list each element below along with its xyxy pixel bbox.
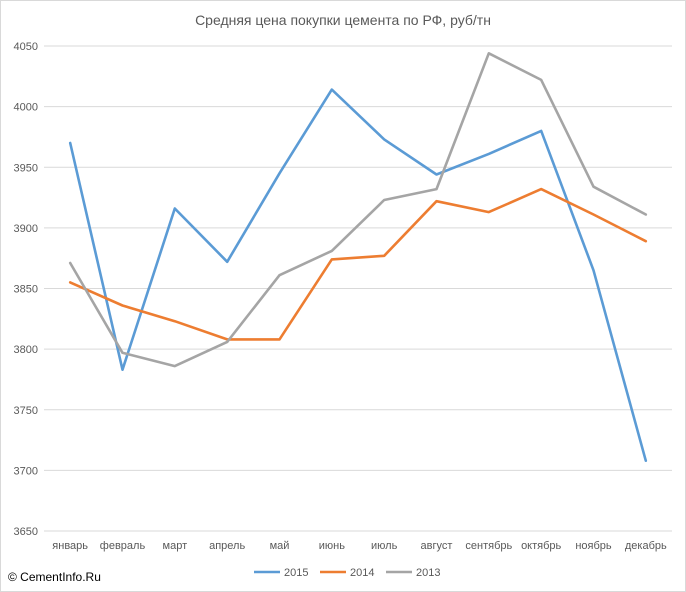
y-tick-label: 3650 [14,526,38,538]
y-tick-label: 3850 [14,284,38,296]
legend-label-2014: 2014 [350,567,374,579]
y-tick-label: 4000 [14,102,38,114]
x-tick-label: февраль [100,540,146,552]
x-tick-label: июнь [319,540,345,552]
x-tick-label: октябрь [521,540,561,552]
y-tick-label: 3900 [14,223,38,235]
legend-label-2013: 2013 [416,567,440,579]
watermark: © CementInfo.Ru [8,570,101,584]
x-tick-label: май [270,540,290,552]
x-tick-label: август [421,540,453,552]
legend: 2015 2014 2013 [254,567,440,579]
x-tick-label: декабрь [625,540,667,552]
x-tick-label: март [163,540,188,552]
y-tick-label: 3750 [14,405,38,417]
series-line-2013 [68,51,648,368]
x-tick-label: апрель [209,540,245,552]
legend-label-2015: 2015 [284,567,308,579]
chart-title: Средняя цена покупки цемента по РФ, руб/… [195,12,491,28]
x-axis-ticks: январь февраль март апрель май июнь июль август… [52,540,667,552]
x-tick-label: июль [371,540,398,552]
y-tick-label: 3800 [14,344,38,356]
series-line-2015 [68,88,648,463]
y-axis-ticks: 3650 3700 3750 3800 3850 3900 3950 4000 4050 [14,41,38,538]
y-tick-label: 3950 [14,162,38,174]
series-line-2014 [68,187,648,341]
y-tick-label: 3700 [14,465,38,477]
series-lines [68,51,648,463]
x-tick-label: сентябрь [465,540,512,552]
x-tick-label: январь [52,540,88,552]
gridlines [44,45,672,532]
y-tick-label: 4050 [14,41,38,53]
x-tick-label: ноябрь [575,540,612,552]
